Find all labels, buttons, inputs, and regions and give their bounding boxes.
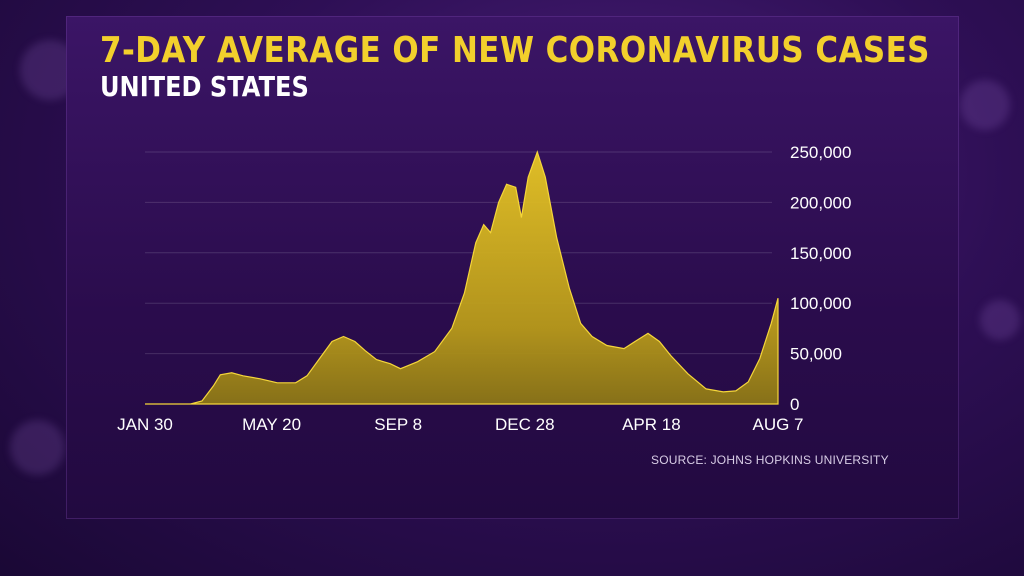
y-axis-ticks: 0 50,000 100,000 150,000 200,000 250,000: [790, 143, 851, 414]
bokeh-light: [960, 80, 1010, 130]
bokeh-light: [980, 300, 1020, 340]
y-tick-label: 250,000: [790, 143, 851, 162]
chart-title: 7-DAY AVERAGE OF NEW CORONAVIRUS CASES: [100, 30, 930, 71]
x-tick-label: AUG 7: [752, 415, 803, 434]
x-axis-ticks: JAN 30 MAY 20 SEP 8 DEC 28 APR 18 AUG 7: [117, 415, 803, 434]
x-tick-label: JAN 30: [117, 415, 173, 434]
y-tick-label: 100,000: [790, 294, 851, 313]
x-tick-label: DEC 28: [495, 415, 555, 434]
chart-subtitle: UNITED STATES: [100, 70, 309, 103]
x-tick-label: MAY 20: [242, 415, 301, 434]
source-note: SOURCE: JOHNS HOPKINS UNIVERSITY: [651, 453, 889, 467]
y-tick-label: 200,000: [790, 193, 851, 212]
cases-area: [145, 150, 779, 405]
x-tick-label: APR 18: [622, 415, 681, 434]
y-tick-label: 150,000: [790, 244, 851, 263]
bokeh-light: [10, 420, 65, 475]
y-tick-label: 0: [790, 395, 799, 414]
x-tick-label: SEP 8: [374, 415, 422, 434]
y-tick-label: 50,000: [790, 345, 842, 364]
